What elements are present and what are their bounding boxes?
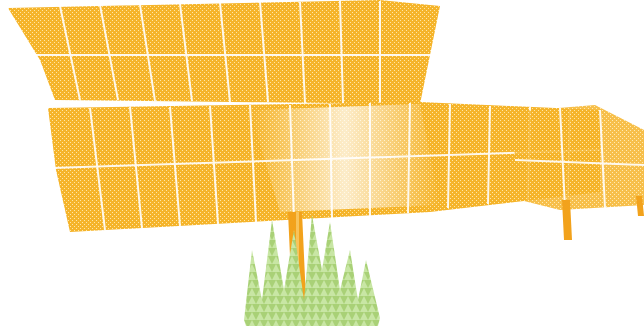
solar-panel-upper — [8, 0, 440, 104]
support-post-far — [636, 196, 644, 216]
solar-panel-lower — [48, 102, 601, 232]
solar-panel-right — [510, 105, 644, 210]
grass-tuft — [244, 215, 380, 326]
support-post-right — [562, 200, 572, 240]
